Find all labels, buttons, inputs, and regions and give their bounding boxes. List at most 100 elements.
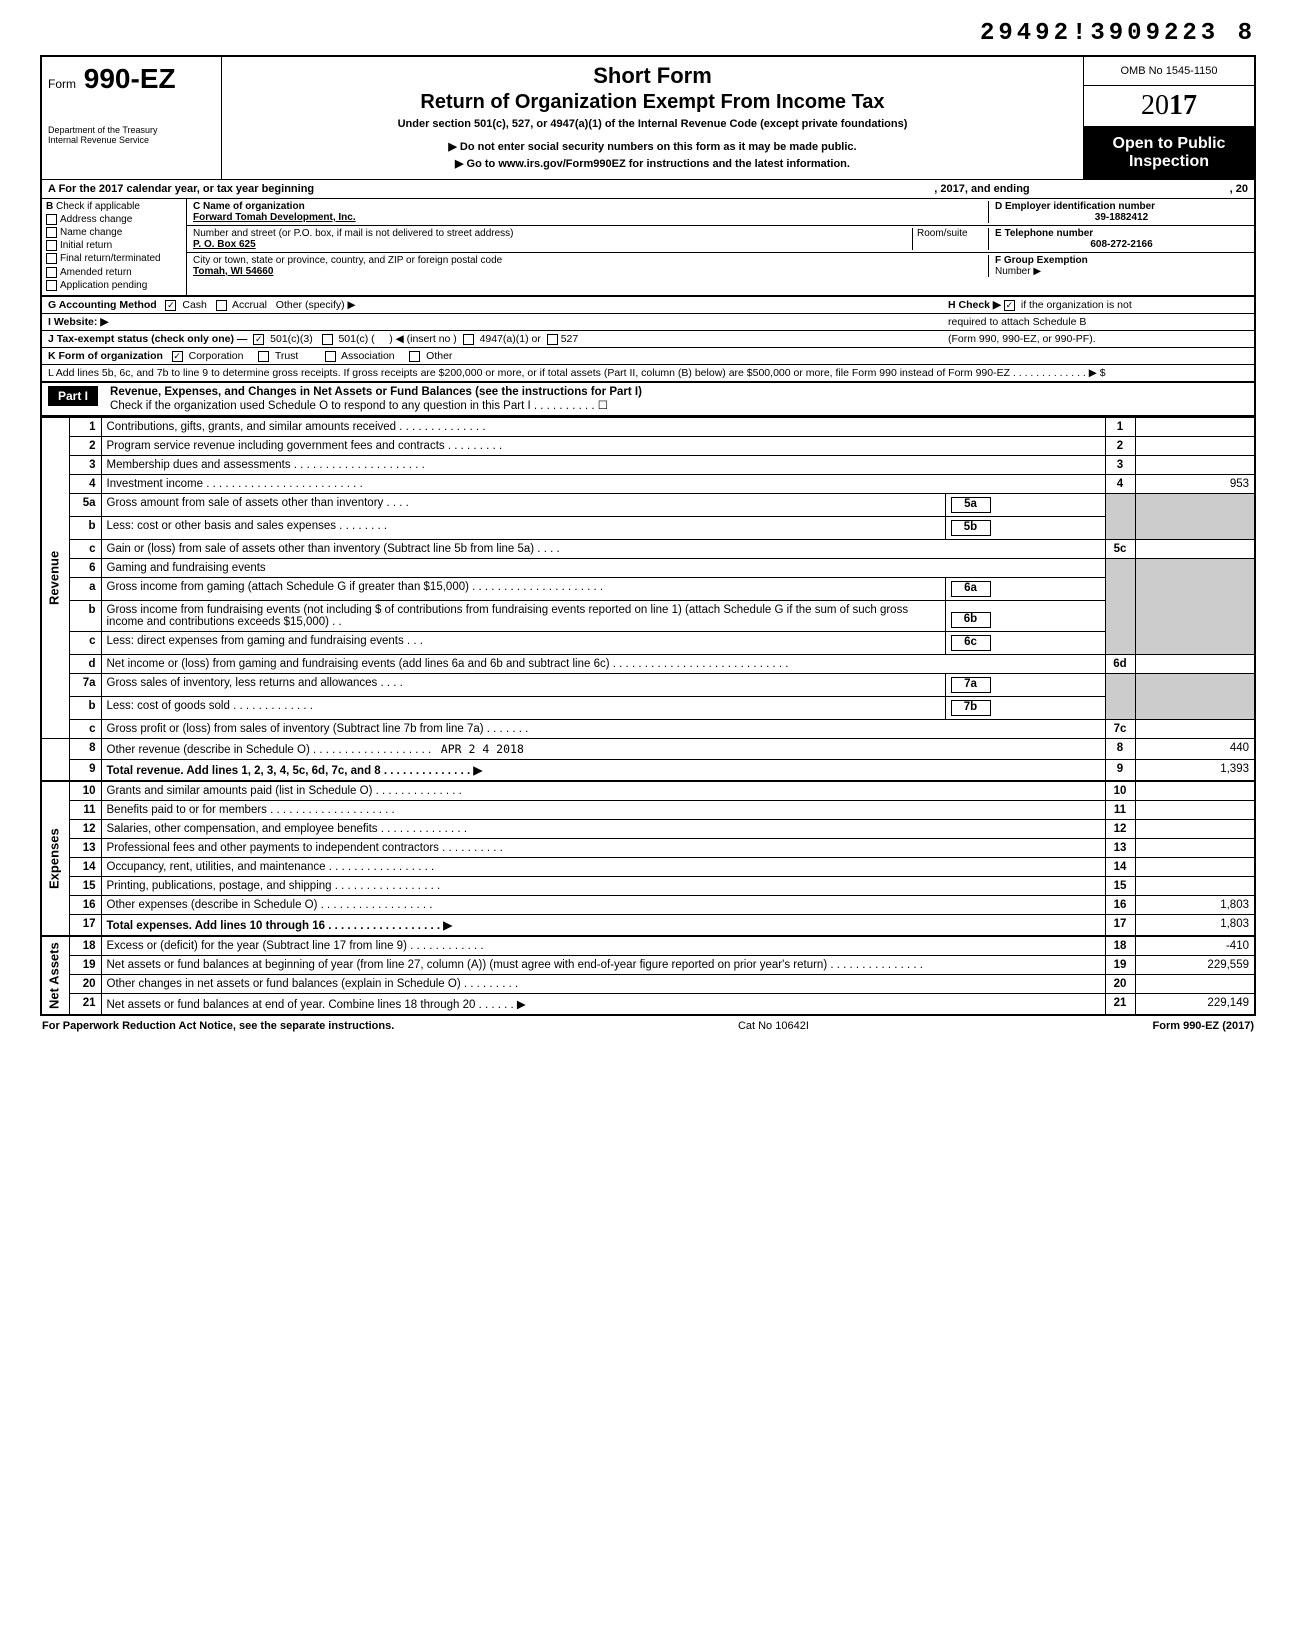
row-d-label: D Employer identification number — [995, 201, 1248, 212]
desc-20: Other changes in net assets or fund bala… — [101, 974, 1105, 993]
col-b: B Check if applicable Address change Nam… — [42, 199, 187, 295]
side-expenses: Expenses — [41, 781, 69, 936]
lbl-name-change: Name change — [60, 227, 122, 238]
row-j-label: J Tax-exempt status (check only one) — — [48, 333, 247, 345]
chk-527[interactable] — [547, 334, 558, 345]
lines-table: Revenue 1 Contributions, gifts, grants, … — [40, 417, 1256, 1016]
chk-address-change[interactable] — [46, 214, 57, 225]
val-11[interactable] — [1135, 800, 1255, 819]
box-6b: 6b — [951, 612, 991, 628]
chk-application-pending[interactable] — [46, 280, 57, 291]
val-13[interactable] — [1135, 838, 1255, 857]
val-9[interactable]: 1,393 — [1135, 759, 1255, 781]
form-number: Form 990-EZ — [48, 63, 215, 95]
desc-11: Benefits paid to or for members . . . . … — [101, 800, 1105, 819]
row-k-label: K Form of organization — [48, 350, 163, 362]
chk-4947[interactable] — [463, 334, 474, 345]
val-2[interactable] — [1135, 436, 1255, 455]
shade-6 — [1105, 558, 1135, 654]
ln-5a: 5a — [69, 493, 101, 516]
num-16: 16 — [1105, 895, 1135, 914]
num-20: 20 — [1105, 974, 1135, 993]
date-stamp: APR 2 4 2018 — [441, 742, 524, 756]
ln-6a: a — [69, 577, 101, 600]
lbl-application-pending: Application pending — [60, 280, 147, 291]
chk-initial-return[interactable] — [46, 240, 57, 251]
num-17: 17 — [1105, 914, 1135, 936]
val-20[interactable] — [1135, 974, 1255, 993]
val-6d[interactable] — [1135, 654, 1255, 673]
ln-7a: 7a — [69, 673, 101, 696]
org-name: Forward Tomah Development, Inc. — [193, 212, 982, 223]
desc-7a: Gross sales of inventory, less returns a… — [101, 673, 945, 696]
ln-14: 14 — [69, 857, 101, 876]
ln-9: 9 — [69, 759, 101, 781]
row-l-text: L Add lines 5b, 6c, and 7b to line 9 to … — [42, 365, 1254, 381]
chk-501c[interactable] — [322, 334, 333, 345]
row-e-label: E Telephone number — [995, 228, 1248, 239]
side-net-assets: Net Assets — [41, 936, 69, 1015]
ln-4: 4 — [69, 474, 101, 493]
chk-corporation[interactable]: ✓ — [172, 351, 183, 362]
lbl-other-org: Other — [426, 350, 452, 362]
ln-13: 13 — [69, 838, 101, 857]
desc-4: Investment income . . . . . . . . . . . … — [101, 474, 1105, 493]
tracking-number: 29492!3909223 8 — [40, 20, 1256, 47]
row-h-text2: if the organization is not — [1021, 299, 1132, 311]
val-10[interactable] — [1135, 781, 1255, 801]
ln-5b: b — [69, 516, 101, 539]
num-4: 4 — [1105, 474, 1135, 493]
val-1[interactable] — [1135, 417, 1255, 436]
ln-6b: b — [69, 600, 101, 631]
chk-amended-return[interactable] — [46, 267, 57, 278]
city-value: Tomah, WI 54660 — [193, 266, 982, 277]
chk-trust[interactable] — [258, 351, 269, 362]
chk-association[interactable] — [325, 351, 336, 362]
box-6c: 6c — [951, 635, 991, 651]
desc-6d: Net income or (loss) from gaming and fun… — [101, 654, 1105, 673]
val-4[interactable]: 953 — [1135, 474, 1255, 493]
chk-name-change[interactable] — [46, 227, 57, 238]
lbl-other-method: Other (specify) ▶ — [276, 299, 356, 311]
ln-12: 12 — [69, 819, 101, 838]
telephone-value: 608-272-2166 — [995, 239, 1248, 250]
ln-21: 21 — [69, 993, 101, 1015]
val-19[interactable]: 229,559 — [1135, 955, 1255, 974]
lbl-final-return: Final return/terminated — [60, 254, 161, 265]
val-8[interactable]: 440 — [1135, 738, 1255, 759]
chk-accrual[interactable] — [216, 300, 227, 311]
val-16[interactable]: 1,803 — [1135, 895, 1255, 914]
val-5c[interactable] — [1135, 539, 1255, 558]
chk-cash[interactable]: ✓ — [165, 300, 176, 311]
box-7a: 7a — [951, 677, 991, 693]
desc-7c: Gross profit or (loss) from sales of inv… — [101, 719, 1105, 738]
ln-5c: c — [69, 539, 101, 558]
row-i-website: I Website: ▶ — [48, 316, 108, 328]
ln-19: 19 — [69, 955, 101, 974]
row-h-text4: (Form 990, 990-EZ, or 990-PF). — [948, 333, 1248, 345]
val-18[interactable]: -410 — [1135, 936, 1255, 956]
box-5b: 5b — [951, 520, 991, 536]
row-a-end: , 20 — [1230, 183, 1248, 195]
po-box: P. O. Box 625 — [193, 239, 912, 250]
ln-3: 3 — [69, 455, 101, 474]
chk-schedule-b[interactable]: ✓ — [1004, 300, 1015, 311]
chk-final-return[interactable] — [46, 253, 57, 264]
ln-1: 1 — [69, 417, 101, 436]
val-7c[interactable] — [1135, 719, 1255, 738]
val-14[interactable] — [1135, 857, 1255, 876]
desc-19: Net assets or fund balances at beginning… — [101, 955, 1105, 974]
open-line1: Open to Public — [1088, 135, 1250, 153]
shade-5ab-val — [1135, 493, 1255, 539]
chk-other-org[interactable] — [409, 351, 420, 362]
val-21[interactable]: 229,149 — [1135, 993, 1255, 1015]
city-label: City or town, state or province, country… — [193, 255, 982, 266]
val-3[interactable] — [1135, 455, 1255, 474]
footer-mid: Cat No 10642I — [738, 1020, 809, 1032]
num-13: 13 — [1105, 838, 1135, 857]
lbl-association: Association — [341, 350, 395, 362]
val-15[interactable] — [1135, 876, 1255, 895]
val-17[interactable]: 1,803 — [1135, 914, 1255, 936]
chk-501c3[interactable]: ✓ — [253, 334, 264, 345]
val-12[interactable] — [1135, 819, 1255, 838]
